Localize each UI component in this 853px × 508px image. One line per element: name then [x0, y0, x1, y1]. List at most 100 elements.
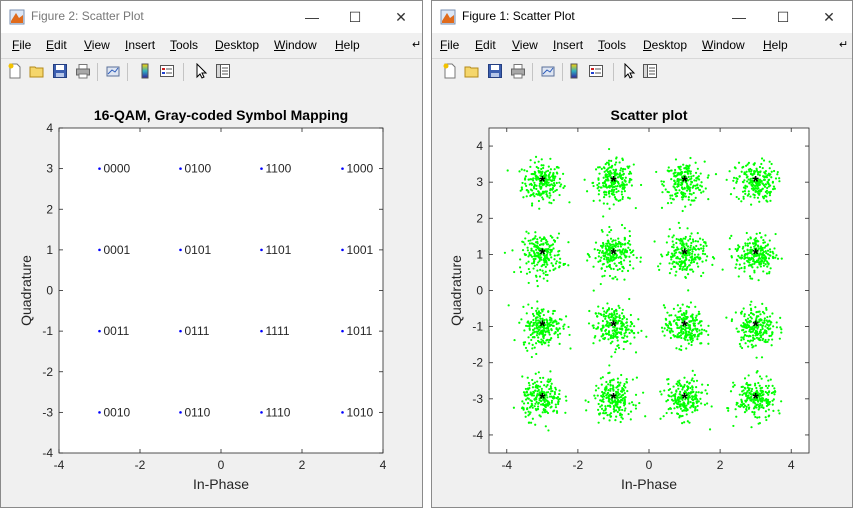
noisy-point	[771, 188, 775, 191]
noisy-point	[537, 166, 540, 170]
noisy-point	[612, 326, 616, 329]
menu-tools[interactable]: Tools	[170, 38, 199, 52]
noisy-point	[535, 248, 538, 251]
noisy-point	[750, 256, 753, 259]
menu-view[interactable]: View	[84, 38, 110, 52]
noisy-point	[602, 411, 605, 415]
noisy-point	[730, 255, 733, 258]
menu-desktop[interactable]: Desktop	[643, 38, 688, 52]
menu-insert[interactable]: Insert	[553, 38, 584, 52]
noisy-point	[623, 382, 626, 386]
symbol-label: 0110	[185, 405, 211, 419]
noisy-point	[763, 185, 767, 188]
noisy-point	[683, 421, 686, 424]
colorbar-icon[interactable]	[137, 63, 153, 79]
noisy-point	[767, 415, 770, 418]
noisy-point	[751, 266, 754, 269]
noisy-point	[696, 409, 699, 412]
menu-window[interactable]: Window	[274, 38, 317, 52]
noisy-point	[684, 175, 687, 178]
pointer-icon[interactable]	[621, 63, 637, 79]
figure1-titlebar[interactable]: Figure 1: Scatter Plot — ☐ ✕	[432, 1, 852, 33]
menu-help[interactable]: Help	[335, 38, 360, 52]
link-plot-icon[interactable]	[540, 63, 556, 79]
toolbar-separator	[127, 63, 128, 81]
noisy-point	[623, 168, 627, 171]
noisy-point	[607, 371, 610, 375]
noisy-point	[671, 194, 674, 197]
noisy-point	[700, 328, 704, 331]
noisy-point	[535, 254, 538, 257]
noisy-point	[607, 192, 611, 195]
noisy-point	[754, 415, 757, 419]
save-icon[interactable]	[52, 63, 68, 79]
noisy-point	[691, 339, 694, 342]
noisy-point	[766, 260, 769, 263]
figure1-menubar: File Edit View Insert Tools Desktop Wind…	[432, 35, 852, 57]
menu-insert[interactable]: Insert	[125, 38, 156, 52]
maximize-button[interactable]: ☐	[776, 9, 790, 25]
property-inspector-icon[interactable]	[215, 63, 231, 79]
noisy-point	[529, 333, 532, 337]
noisy-point	[670, 398, 674, 401]
save-icon[interactable]	[487, 63, 503, 79]
legend-icon[interactable]	[588, 63, 604, 79]
noisy-point	[745, 405, 748, 408]
minimize-button[interactable]: —	[732, 9, 746, 25]
colorbar-icon[interactable]	[566, 63, 582, 79]
noisy-point	[610, 184, 613, 187]
noisy-point	[764, 325, 767, 328]
noisy-point	[732, 179, 735, 182]
noisy-point	[587, 400, 590, 404]
figure2-titlebar[interactable]: Figure 2: Scatter Plot — ☐ ✕	[1, 1, 422, 33]
close-button[interactable]: ✕	[395, 9, 407, 25]
menu-edit[interactable]: Edit	[46, 38, 67, 52]
noisy-point	[541, 411, 544, 414]
close-button[interactable]: ✕	[823, 9, 835, 25]
menu-tools[interactable]: Tools	[598, 38, 627, 52]
new-figure-icon[interactable]	[442, 63, 458, 79]
noisy-point	[553, 240, 556, 243]
noisy-point	[701, 249, 705, 253]
noisy-point	[618, 384, 621, 387]
figure1-plot-area: -4 -2 0 2 4 -4 -3 -2 -1 0 1 2 3 4 Scatter plot In-Phase…	[432, 85, 852, 507]
open-file-icon[interactable]	[29, 63, 45, 79]
menu-desktop[interactable]: Desktop	[215, 38, 260, 52]
pointer-icon[interactable]	[193, 63, 209, 79]
menu-file[interactable]: File	[440, 38, 460, 52]
property-inspector-icon[interactable]	[642, 63, 658, 79]
menu-edit[interactable]: Edit	[475, 38, 496, 52]
menu-window[interactable]: Window	[702, 38, 745, 52]
menu-help[interactable]: Help	[763, 38, 788, 52]
print-icon[interactable]	[510, 63, 526, 79]
maximize-button[interactable]: ☐	[348, 9, 362, 25]
menu-file[interactable]: File	[12, 38, 32, 52]
new-figure-icon[interactable]	[7, 63, 23, 79]
noisy-point	[747, 403, 750, 407]
noisy-point	[688, 170, 691, 173]
menu-overflow-icon[interactable]: ↵	[839, 39, 849, 51]
noisy-point	[612, 277, 615, 280]
print-icon[interactable]	[75, 63, 91, 79]
noisy-point	[528, 322, 531, 325]
noisy-point	[536, 279, 539, 282]
noisy-point	[671, 245, 674, 248]
noisy-point	[555, 411, 559, 414]
link-plot-icon[interactable]	[105, 63, 121, 79]
menu-view[interactable]: View	[512, 38, 538, 52]
open-file-icon[interactable]	[464, 63, 480, 79]
minimize-button[interactable]: —	[305, 9, 319, 25]
noisy-point	[530, 306, 533, 310]
noisy-point	[526, 324, 530, 328]
noisy-point	[767, 262, 770, 265]
noisy-point	[537, 402, 540, 405]
noisy-point	[698, 329, 701, 332]
noisy-point	[674, 193, 677, 196]
menu-overflow-icon[interactable]: ↵	[412, 39, 422, 51]
noisy-point	[754, 344, 757, 347]
noisy-point	[694, 161, 697, 164]
noisy-point	[632, 253, 635, 257]
legend-icon[interactable]	[159, 63, 175, 79]
